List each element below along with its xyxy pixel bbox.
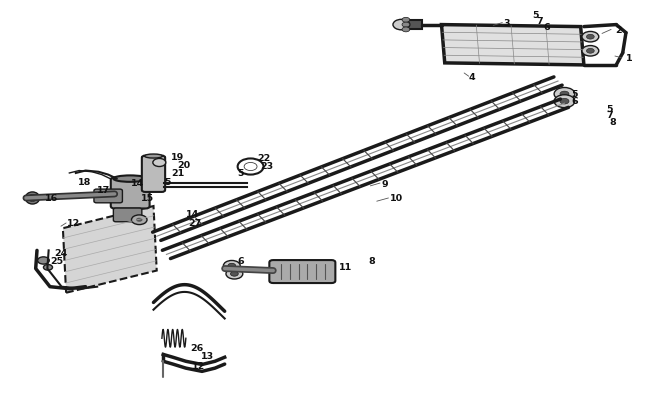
Text: 25: 25 [51,256,64,265]
Text: 27: 27 [188,218,201,227]
Polygon shape [63,207,157,293]
Text: 7: 7 [606,111,613,120]
Text: 24: 24 [55,248,68,257]
Circle shape [582,47,599,57]
Circle shape [554,96,575,109]
Ellipse shape [29,195,36,202]
Text: 9: 9 [382,179,388,188]
Polygon shape [401,21,422,30]
Text: 1: 1 [626,54,632,63]
Circle shape [131,215,147,225]
Text: 5: 5 [606,105,613,114]
Text: 17: 17 [98,186,111,195]
Text: 8: 8 [610,117,617,126]
Circle shape [393,20,410,31]
Text: 21: 21 [171,169,184,178]
Text: 18: 18 [78,177,91,186]
FancyBboxPatch shape [113,209,142,222]
Text: 13: 13 [201,351,214,360]
Circle shape [560,99,569,105]
Text: 11: 11 [339,262,352,271]
FancyBboxPatch shape [142,156,165,192]
Text: 3: 3 [504,19,510,28]
Text: 12: 12 [68,219,81,228]
Text: 4: 4 [469,72,475,81]
Text: 16: 16 [46,194,58,203]
Text: 8: 8 [369,256,375,265]
Circle shape [586,35,594,40]
Text: 5: 5 [164,177,171,186]
Circle shape [402,28,410,33]
Text: 20: 20 [177,161,190,170]
Text: 6: 6 [238,257,244,266]
Text: 5: 5 [571,90,577,99]
Text: 19: 19 [171,153,184,162]
Circle shape [136,218,142,222]
Circle shape [38,257,49,264]
Text: 6: 6 [544,23,551,32]
Circle shape [402,18,410,23]
Text: 2: 2 [615,26,621,35]
Circle shape [554,88,575,101]
Ellipse shape [144,155,162,159]
Text: 10: 10 [390,194,403,203]
Circle shape [582,32,599,43]
Polygon shape [441,26,584,66]
FancyBboxPatch shape [269,260,335,284]
Circle shape [224,261,240,271]
Text: 5: 5 [532,11,539,20]
Ellipse shape [25,192,40,205]
Text: 7: 7 [536,17,543,26]
Text: 15: 15 [141,194,154,203]
Text: 6: 6 [571,97,578,106]
Ellipse shape [113,176,147,182]
Circle shape [226,269,243,279]
Circle shape [44,265,53,271]
Text: 14: 14 [186,209,199,218]
Circle shape [586,49,594,54]
Text: 12: 12 [192,361,205,370]
Circle shape [560,92,569,98]
Text: 14: 14 [131,179,144,188]
Text: 26: 26 [190,343,203,352]
Text: 22: 22 [257,154,270,163]
Circle shape [231,272,239,277]
Text: 5: 5 [238,169,244,178]
FancyBboxPatch shape [111,178,150,209]
Circle shape [228,264,236,269]
Circle shape [153,159,166,167]
FancyBboxPatch shape [94,190,122,203]
Text: 23: 23 [260,162,274,171]
Circle shape [402,23,410,28]
